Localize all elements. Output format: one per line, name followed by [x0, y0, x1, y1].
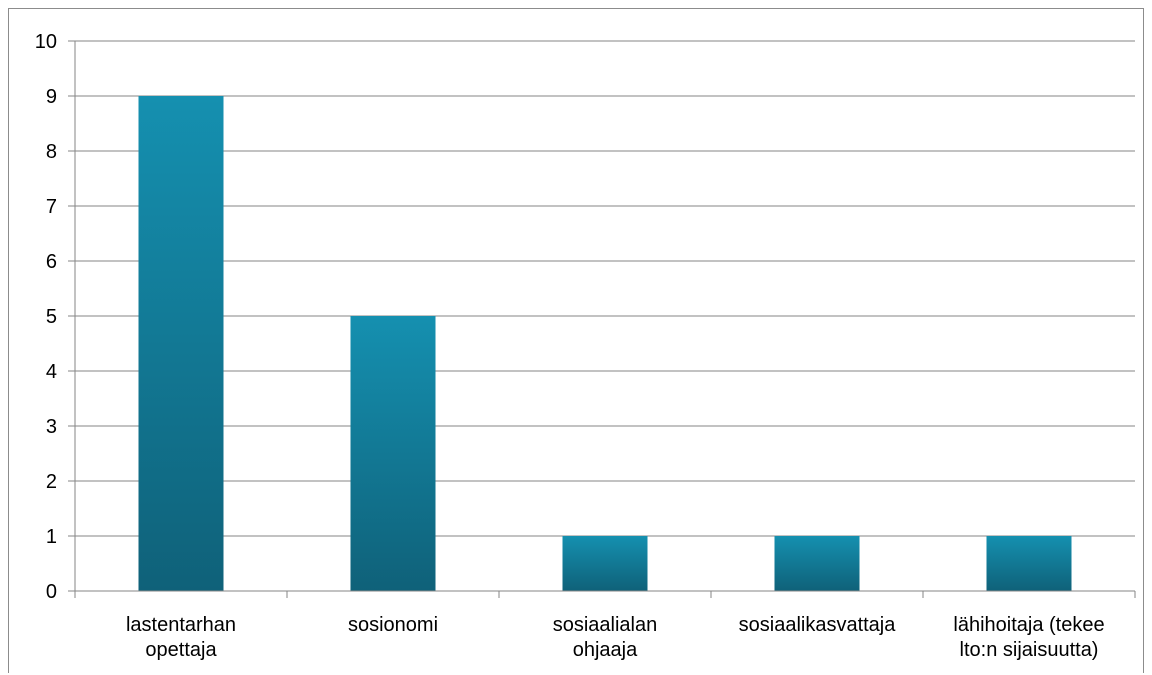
gridlines: [75, 40, 1135, 537]
x-tick-label: sosiaalikasvattaja: [739, 614, 897, 636]
bar: [138, 96, 224, 591]
x-tick-label: lastentarhan opettaja: [126, 614, 236, 661]
y-tick-label: 6: [46, 251, 57, 273]
labels: 0 1 2 3 4 5 6 7 8 9 10 lastentarhan opettaja sosionom…: [35, 31, 1105, 661]
bar: [350, 316, 436, 591]
bar: [562, 536, 648, 591]
y-tick-label: 2: [46, 471, 57, 493]
x-tick-label: lähihoitaja (tekee lto:n sijaisuutta): [953, 614, 1104, 661]
y-tick-label: 0: [46, 581, 57, 603]
y-tick-label: 9: [46, 86, 57, 108]
y-tick-label: 3: [46, 416, 57, 438]
axes: [68, 40, 1136, 598]
y-tick-label: 7: [46, 196, 57, 218]
y-tick-label: 8: [46, 141, 57, 163]
bars: [138, 96, 1072, 591]
bar: [774, 536, 860, 591]
y-tick-label: 5: [46, 306, 57, 328]
y-tick-label: 10: [35, 31, 57, 53]
x-tick-label: sosionomi: [348, 614, 438, 636]
bar: [986, 536, 1072, 591]
y-tick-label: 4: [46, 361, 57, 383]
y-tick-label: 1: [46, 526, 57, 548]
chart-frame: [8, 8, 1144, 673]
x-tick-label: sosiaalialan ohjaaja: [553, 614, 658, 661]
